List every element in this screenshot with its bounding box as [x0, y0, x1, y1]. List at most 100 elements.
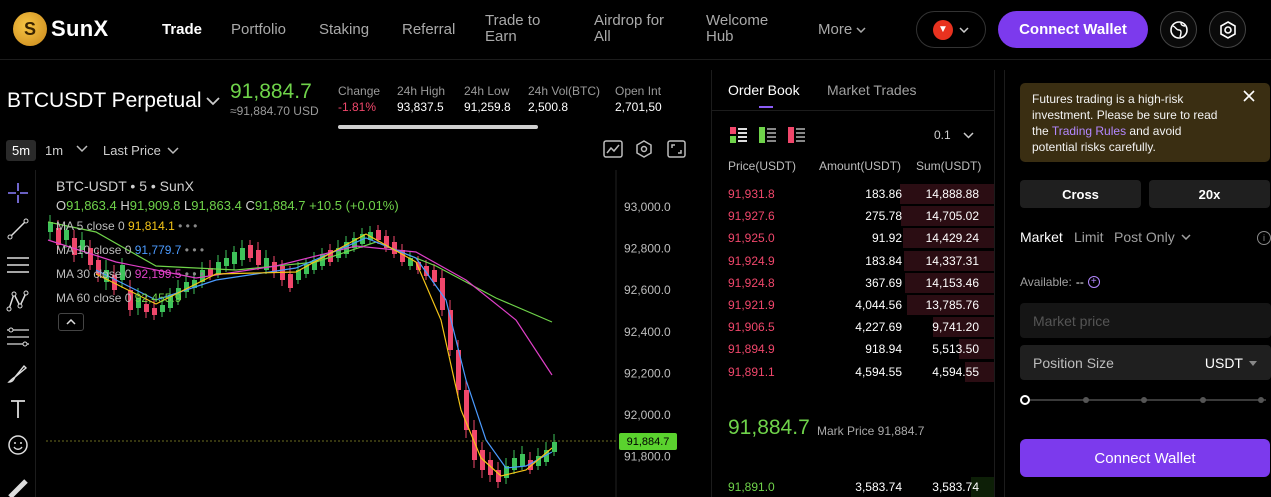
settings-button[interactable] — [1209, 11, 1246, 48]
view-bids-button[interactable] — [759, 127, 776, 143]
language-button[interactable] — [1160, 11, 1197, 48]
candle-body — [264, 258, 269, 270]
horizontal-lines-tool[interactable] — [5, 252, 31, 278]
connect-wallet-main-button[interactable]: Connect Wallet — [1020, 439, 1270, 477]
nav-trade-to-earn[interactable]: Trade to Earn — [485, 12, 541, 45]
last-price: 91,884.7 — [230, 80, 312, 103]
slider-tick[interactable] — [1141, 397, 1147, 403]
ma60-legend[interactable]: MA 60 close 0 92,455.9 — [56, 291, 181, 305]
ask-row[interactable]: 91,931.8 183.86 14,888.88 — [712, 183, 994, 205]
candle-body — [504, 466, 509, 478]
brand-logo[interactable]: S SunX — [13, 12, 108, 46]
row-price: 91,921.9 — [728, 298, 775, 312]
nav-referral[interactable]: Referral — [402, 21, 456, 38]
ask-row[interactable]: 91,927.6 275.78 14,705.02 — [712, 205, 994, 227]
last-price-usd: ≈91,884.70 USD — [230, 104, 319, 118]
ma5-legend[interactable]: MA 5 close 0 91,814.1 • • • — [56, 219, 198, 233]
emoji-tool[interactable] — [5, 432, 31, 458]
row-sum: 9,741.20 — [932, 320, 979, 335]
ma-value: 92,199.5 — [134, 267, 182, 281]
plus-icon[interactable]: + — [1087, 276, 1100, 288]
ma30-legend[interactable]: MA 30 close 0 92,199.5 • • • — [56, 267, 205, 281]
nav-airdrop[interactable]: Airdrop for All — [594, 12, 665, 45]
price-group-value: 0.1 — [934, 128, 951, 142]
ma10-legend[interactable]: MA 10 close 0 91,779.7 • • • — [56, 243, 205, 257]
close-icon — [1243, 90, 1255, 102]
chart-settings-button[interactable] — [635, 140, 655, 158]
tab-order-book[interactable]: Order Book — [728, 82, 800, 98]
order-type-limit[interactable]: Limit — [1074, 229, 1104, 245]
stat-value: 93,837.5 — [397, 100, 444, 114]
order-type-post-only[interactable]: Post Only — [1114, 229, 1191, 245]
fullscreen-button[interactable] — [667, 140, 687, 158]
close-warning-button[interactable] — [1243, 90, 1257, 104]
tab-market-trades[interactable]: Market Trades — [827, 82, 917, 98]
candle-body — [112, 275, 117, 290]
nav-more[interactable]: More — [818, 22, 866, 38]
fib-tool[interactable] — [5, 324, 31, 350]
trend-line-tool[interactable] — [5, 216, 31, 242]
symbol-selector[interactable]: BTCUSDT Perpetual — [7, 89, 220, 113]
bid-row[interactable]: 91,891.0 3,583.74 3,583.74 — [712, 476, 994, 497]
ask-row[interactable]: 91,921.9 4,044.56 13,785.76 — [712, 294, 994, 316]
ask-row[interactable]: 91,894.9 918.94 5,513.50 — [712, 338, 994, 360]
ask-row[interactable]: 91,924.9 183.84 14,337.31 — [712, 250, 994, 272]
price-type-selector[interactable]: Last Price — [97, 140, 185, 161]
text-tool[interactable] — [5, 396, 31, 422]
ohlc-low: 91,863.4 — [191, 198, 242, 213]
leverage-button[interactable]: 20x — [1149, 180, 1270, 208]
row-price: 91,931.8 — [728, 187, 775, 201]
position-size-input[interactable]: Position Size USDT — [1020, 345, 1271, 380]
ask-row[interactable]: 91,906.5 4,227.69 9,741.20 — [712, 316, 994, 338]
ask-row[interactable]: 91,891.1 4,594.55 4,594.55 — [712, 361, 994, 383]
position-unit[interactable]: USDT — [1204, 355, 1243, 371]
view-asks-button[interactable] — [788, 127, 805, 143]
crosshair-tool[interactable] — [5, 180, 31, 206]
stat-label: Change — [338, 84, 381, 98]
interval-5m[interactable]: 5m — [6, 140, 37, 161]
slider-knob[interactable] — [1020, 395, 1030, 405]
candle-body — [232, 252, 237, 264]
candle-body — [312, 260, 317, 270]
view-both-button[interactable] — [730, 127, 747, 143]
ask-row[interactable]: 91,925.0 91.92 14,429.24 — [712, 227, 994, 249]
info-icon[interactable]: i — [1257, 231, 1271, 245]
candle-body — [432, 270, 437, 282]
ruler-tool[interactable] — [5, 476, 31, 497]
chevron-down-icon — [76, 145, 88, 153]
slider-tick[interactable] — [1083, 397, 1089, 403]
interval-dropdown[interactable] — [76, 140, 96, 158]
network-selector[interactable]: ▼ — [916, 11, 986, 48]
candle-body — [552, 442, 557, 452]
warning-text-end: and avoid potential risks carefully. — [1032, 124, 1182, 154]
connect-wallet-button[interactable]: Connect Wallet — [998, 11, 1148, 48]
nav-staking[interactable]: Staking — [319, 21, 370, 38]
nav-welcome-hub[interactable]: Welcome Hub — [706, 12, 769, 45]
ohlc-change: +10.5 (+0.01%) — [309, 198, 399, 213]
row-sum: 14,429.24 — [925, 231, 979, 246]
market-price-input[interactable] — [1020, 303, 1271, 338]
order-type-market[interactable]: Market — [1020, 229, 1063, 245]
ticker-scrollbar[interactable] — [338, 125, 538, 129]
nav-portfolio[interactable]: Portfolio — [231, 21, 287, 38]
candlestick-chart[interactable]: 93,000.0 92,800.0 92,600.0 92,400.0 92,200.0… — [36, 170, 703, 497]
margin-mode-button[interactable]: Cross — [1020, 180, 1141, 208]
slider-tick[interactable] — [1200, 397, 1206, 403]
top-nav: S SunX Trade Portfolio Staking Referral … — [0, 0, 1271, 60]
ask-row[interactable]: 91,924.8 367.69 14,153.46 — [712, 272, 994, 294]
ruler-icon — [8, 479, 28, 497]
horizontal-lines-icon — [7, 257, 29, 273]
slider-tick[interactable] — [1258, 397, 1264, 403]
nav-trade[interactable]: Trade — [162, 21, 203, 38]
candle-body — [248, 245, 253, 258]
interval-1m[interactable]: 1m — [45, 143, 64, 158]
position-slider[interactable] — [1020, 393, 1271, 407]
price-group-selector[interactable]: 0.1 — [934, 128, 974, 142]
indicators-button[interactable] — [603, 140, 623, 158]
collapse-legend-button[interactable] — [58, 313, 84, 331]
pattern-tool[interactable] — [5, 288, 31, 314]
brush-tool[interactable] — [5, 360, 31, 386]
trading-rules-link[interactable]: Trading Rules — [1051, 124, 1127, 138]
row-amount: 4,044.56 — [855, 298, 902, 312]
row-sum: 4,594.55 — [932, 364, 979, 379]
